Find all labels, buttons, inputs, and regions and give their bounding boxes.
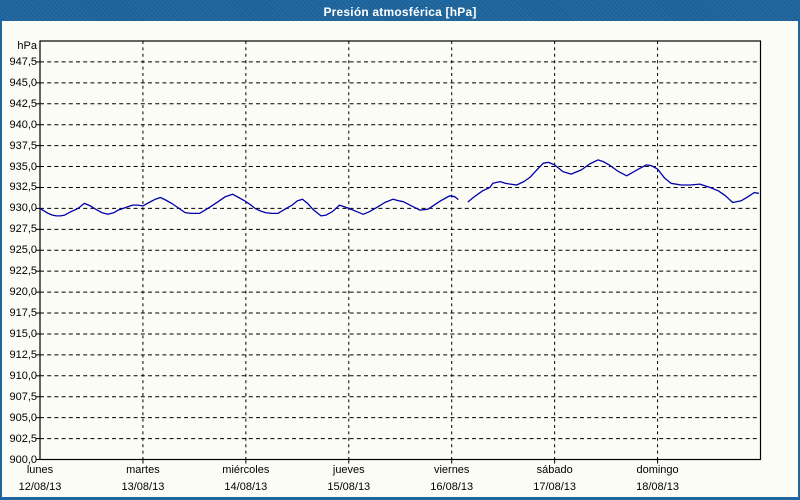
x-axis-date-label: 15/08/13 <box>327 481 371 493</box>
y-axis-tick-label: 910,0 <box>9 369 37 382</box>
x-axis-date-label: 12/08/13 <box>18 481 62 493</box>
y-axis-tick-label: 920,0 <box>9 286 37 299</box>
x-axis-day-label: sábado <box>536 464 573 476</box>
y-axis-tick-label: 907,5 <box>9 390 37 403</box>
x-axis-day-label: jueves <box>332 464 365 476</box>
x-axis-date-label: 13/08/13 <box>121 481 165 493</box>
x-axis-day-label: domingo <box>636 464 679 476</box>
y-axis-tick-label: 935,0 <box>9 160 37 173</box>
y-axis-tick-label: 922,5 <box>9 265 37 278</box>
y-axis-tick-label: 932,5 <box>9 181 37 194</box>
y-axis-tick-label: 925,0 <box>9 244 37 257</box>
y-axis-tick-label: 947,5 <box>9 55 37 68</box>
plot-frame <box>39 40 762 461</box>
y-axis-tick-label: 915,0 <box>9 327 37 340</box>
y-axis-tick-label: 945,0 <box>9 76 37 89</box>
x-axis-day-label: lunes <box>26 464 54 476</box>
x-axis-date-label: 16/08/13 <box>430 481 474 493</box>
y-axis-tick-label: 905,0 <box>9 411 37 424</box>
y-axis-tick-label: 937,5 <box>9 139 37 152</box>
x-axis-date-label: 14/08/13 <box>224 481 268 493</box>
y-axis-tick-label: 900,0 <box>9 453 37 466</box>
y-axis-tick-label: 927,5 <box>9 223 37 236</box>
y-axis-tick-label: 930,0 <box>9 202 37 215</box>
x-axis-day-label: miércoles <box>222 464 270 476</box>
x-axis-day-label: martes <box>126 464 160 476</box>
pressure-series-line <box>467 159 760 204</box>
y-axis-tick-label: 902,5 <box>9 432 37 445</box>
x-axis-date-label: 18/08/13 <box>636 481 679 493</box>
pressure-series-line <box>39 193 459 217</box>
x-axis-day-label: viernes <box>433 464 470 476</box>
y-axis-tick-label: 940,0 <box>9 118 37 131</box>
y-axis-tick-label: 917,5 <box>9 307 37 320</box>
y-axis-unit-label: hPa <box>17 40 37 52</box>
y-axis-tick-label: 942,5 <box>9 97 37 110</box>
window-title: Presión atmosférica [hPa] <box>323 4 477 19</box>
x-axis-date-label: 17/08/13 <box>533 481 577 493</box>
title-bar: Presión atmosférica [hPa] <box>2 2 798 21</box>
y-axis-tick-label: 912,5 <box>9 348 37 361</box>
